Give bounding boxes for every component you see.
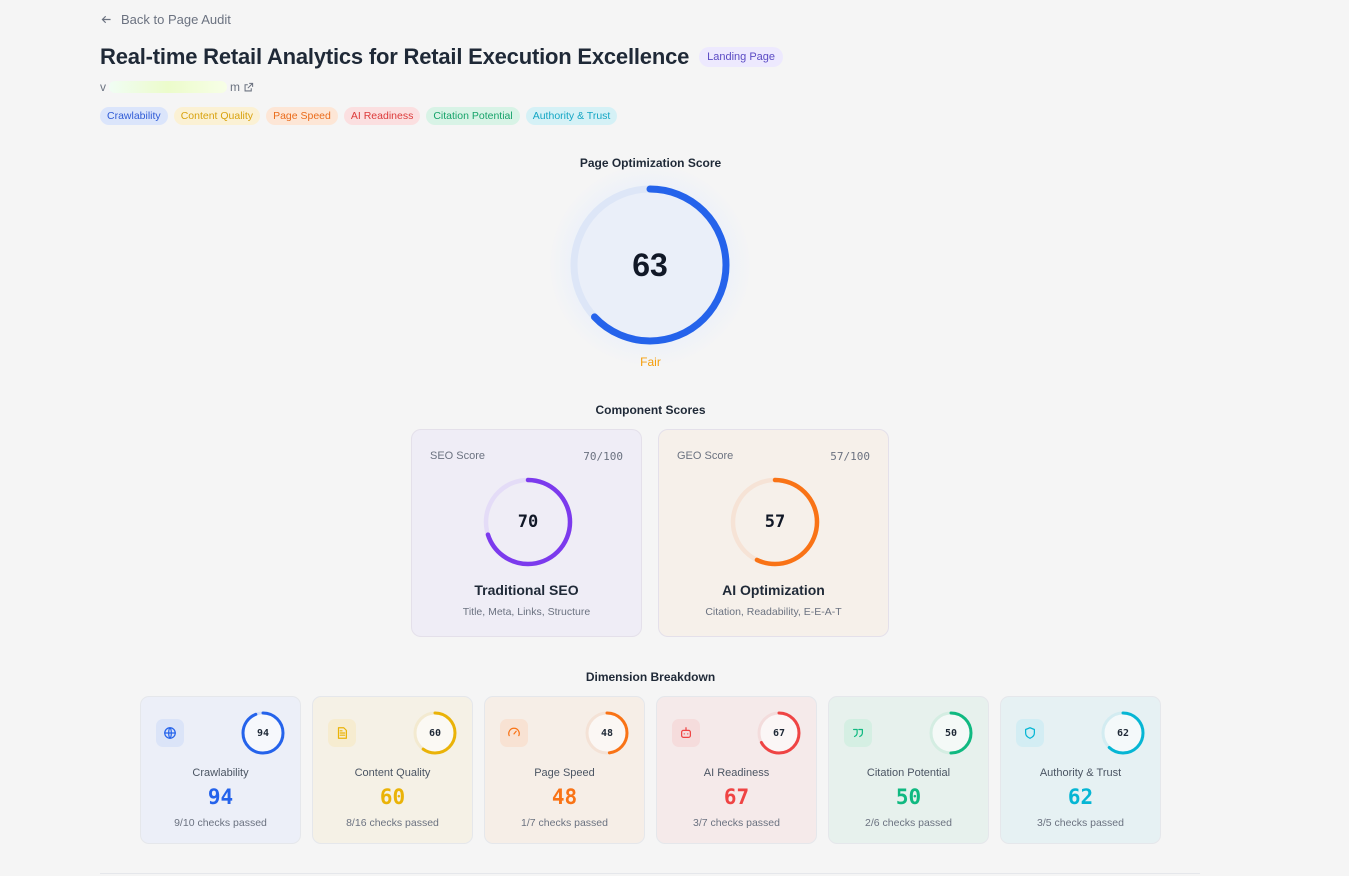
back-link-label: Back to Page Audit — [121, 12, 231, 27]
dimension-name: Content Quality — [354, 767, 431, 779]
page-title: Real-time Retail Analytics for Retail Ex… — [100, 44, 690, 69]
optimization-rating: Fair — [640, 355, 661, 369]
optimization-score-heading: Page Optimization Score — [579, 156, 722, 170]
dimension-name: AI Readiness — [703, 767, 770, 779]
dimension-checks: 1/7 checks passed — [521, 817, 608, 829]
back-to-page-audit-link[interactable]: Back to Page Audit — [100, 12, 231, 27]
component-name: Traditional SEO — [474, 582, 579, 598]
dimension-ring: 50 — [928, 710, 974, 756]
dimension-ring-value: 50 — [944, 727, 958, 739]
dimension-ring-value: 94 — [256, 727, 270, 739]
dimension-ring-value: 60 — [428, 727, 442, 739]
url-prefix: v — [100, 80, 106, 94]
document-icon — [328, 719, 356, 747]
dimension-breakdown-heading: Dimension Breakdown — [585, 670, 716, 684]
component-description: Citation, Readability, E-E-A-T — [705, 606, 842, 618]
dimension-checks: 3/7 checks passed — [693, 817, 780, 829]
dimension-ring-value: 62 — [1116, 727, 1130, 739]
url-redacted — [109, 81, 227, 93]
dimension-ring-value: 67 — [772, 727, 786, 739]
dimension-ring: 67 — [756, 710, 802, 756]
category-tags: Crawlability Content Quality Page Speed AI … — [100, 107, 618, 125]
component-score-value: 57 — [764, 512, 786, 532]
component-fraction: 70/100 — [583, 450, 623, 463]
dimension-name: Crawlability — [192, 767, 249, 779]
dimension-score: 67 — [723, 785, 750, 809]
dimension-checks: 3/5 checks passed — [1037, 817, 1124, 829]
tag-crawlability[interactable]: Crawlability — [100, 107, 168, 125]
dimension-name: Page Speed — [534, 767, 595, 779]
dimension-name: Authority & Trust — [1039, 767, 1122, 779]
page-url[interactable]: v m — [100, 80, 254, 94]
tag-authority-trust[interactable]: Authority & Trust — [525, 107, 618, 125]
dimension-card-authority-trust[interactable]: 62 Authority & Trust 62 3/5 checks passe… — [1000, 696, 1161, 844]
dimension-ring-value: 48 — [600, 727, 614, 739]
tag-ai-readiness[interactable]: AI Readiness — [343, 107, 421, 125]
page-type-badge: Landing Page — [699, 47, 784, 67]
dimension-card-crawlability[interactable]: 94 Crawlability 94 9/10 checks passed — [140, 696, 301, 844]
optimization-score-gauge: 63 — [550, 165, 750, 365]
component-description: Title, Meta, Links, Structure — [462, 606, 591, 618]
component-scores-heading: Component Scores — [595, 403, 706, 417]
globe-icon — [156, 719, 184, 747]
arrow-left-icon — [101, 15, 111, 24]
dimension-card-ai-readiness[interactable]: 67 AI Readiness 67 3/7 checks passed — [656, 696, 817, 844]
dimension-checks: 9/10 checks passed — [174, 817, 267, 829]
dimension-ring: 60 — [412, 710, 458, 756]
title-row: Real-time Retail Analytics for Retail Ex… — [100, 44, 784, 70]
url-suffix: m — [230, 80, 240, 94]
dimension-card-content-quality[interactable]: 60 Content Quality 60 8/16 checks passed — [312, 696, 473, 844]
divider — [100, 873, 1200, 874]
dimension-score: 94 — [207, 785, 234, 809]
component-score-value: 70 — [517, 512, 539, 532]
shield-icon — [1016, 719, 1044, 747]
dimension-score: 50 — [895, 785, 922, 809]
tag-page-speed[interactable]: Page Speed — [266, 107, 338, 125]
dimension-score: 48 — [551, 785, 578, 809]
quote-icon — [844, 719, 872, 747]
component-card-seo: SEO Score 70/100 70 Traditional SEO Titl… — [411, 429, 642, 637]
component-label: SEO Score — [430, 450, 486, 462]
optimization-score-value: 63 — [632, 246, 668, 283]
component-name: AI Optimization — [722, 582, 825, 598]
dimension-ring: 94 — [240, 710, 286, 756]
gauge-icon — [500, 719, 528, 747]
dimension-score: 60 — [379, 785, 406, 809]
component-label: GEO Score — [677, 450, 734, 462]
dimension-score: 62 — [1067, 785, 1094, 809]
robot-icon — [672, 719, 700, 747]
dimension-ring: 62 — [1100, 710, 1146, 756]
component-ring: 70 — [482, 476, 574, 568]
tag-citation-potential[interactable]: Citation Potential — [426, 107, 520, 125]
dimension-checks: 8/16 checks passed — [346, 817, 439, 829]
external-link-icon[interactable] — [243, 82, 254, 93]
tag-content-quality[interactable]: Content Quality — [173, 107, 261, 125]
dimension-card-citation-potential[interactable]: 50 Citation Potential 50 2/6 checks pass… — [828, 696, 989, 844]
component-ring: 57 — [729, 476, 821, 568]
dimension-name: Citation Potential — [866, 767, 951, 779]
dimension-ring: 48 — [584, 710, 630, 756]
component-fraction: 57/100 — [830, 450, 870, 463]
component-card-geo: GEO Score 57/100 57 AI Optimization Cita… — [658, 429, 889, 637]
dimension-checks: 2/6 checks passed — [865, 817, 952, 829]
dimension-card-page-speed[interactable]: 48 Page Speed 48 1/7 checks passed — [484, 696, 645, 844]
